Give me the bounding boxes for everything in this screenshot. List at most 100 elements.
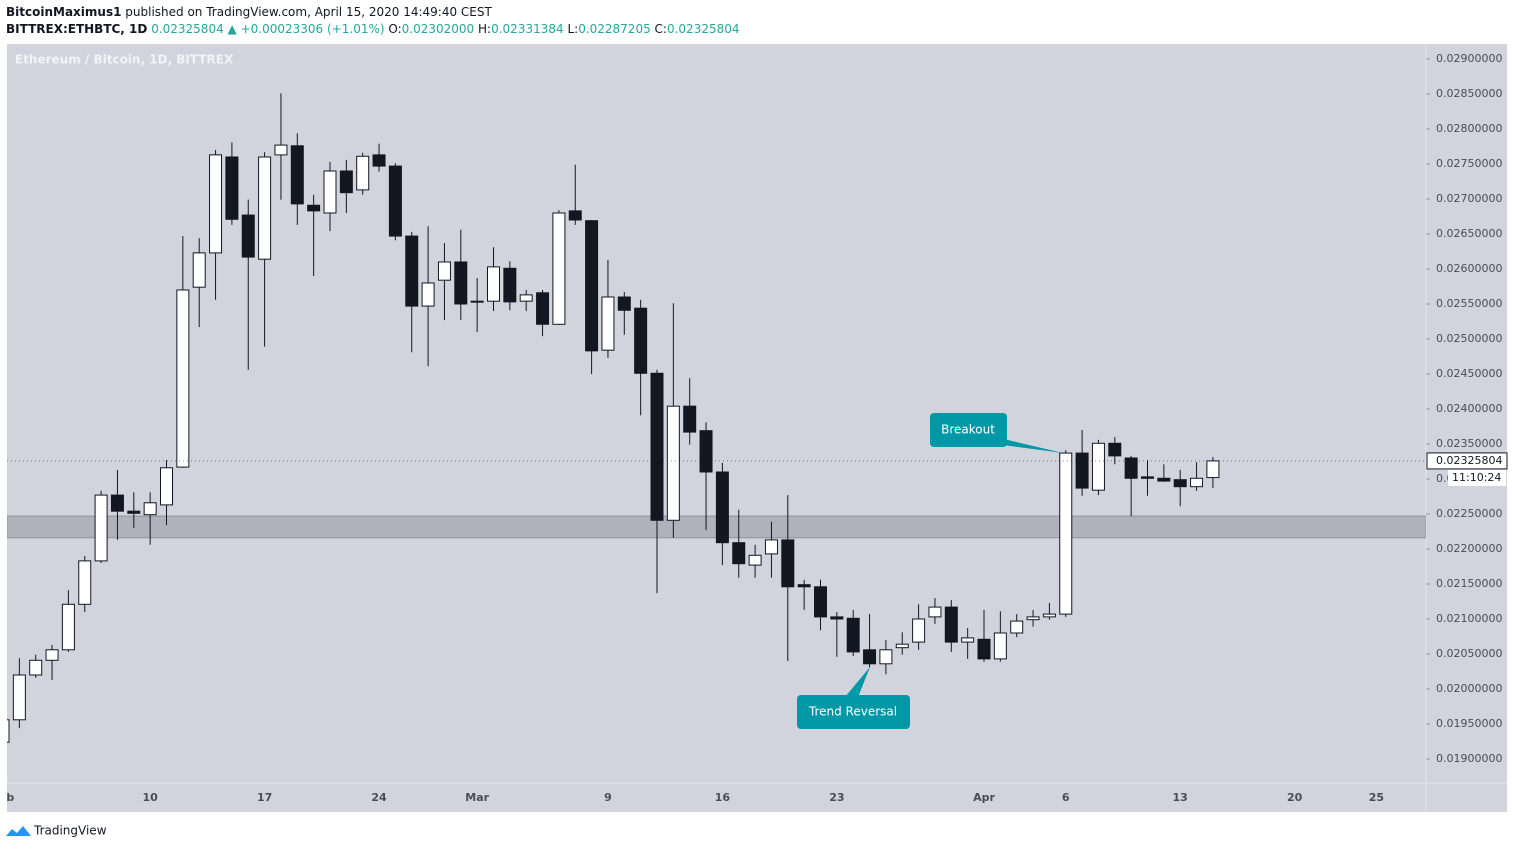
- y-tick-label: 0.02450000: [1436, 367, 1502, 380]
- candle-body: [503, 267, 517, 303]
- ohlc-key: C:: [654, 22, 667, 36]
- candle-body: [1124, 457, 1138, 479]
- candle-body: [895, 643, 909, 649]
- y-tick-label: 0.02900000: [1436, 52, 1502, 65]
- candle-body: [209, 154, 223, 254]
- candle-body: [650, 372, 664, 521]
- candle-body: [993, 632, 1007, 660]
- candle-body: [781, 539, 795, 588]
- annotation-text: Breakout: [941, 423, 995, 437]
- candle-body: [388, 165, 402, 237]
- candle-body: [863, 649, 877, 665]
- ohlc-key: O:: [388, 22, 402, 36]
- candle-body: [1010, 620, 1024, 634]
- y-tick-label: 0.02350000: [1436, 437, 1502, 450]
- y-tick-label: 0.02250000: [1436, 507, 1502, 520]
- candle-body: [29, 659, 43, 676]
- y-tick-label: 0.02850000: [1436, 87, 1502, 100]
- y-tick-label: 0.01950000: [1436, 717, 1502, 730]
- chart-background: [7, 44, 1507, 812]
- candle-body: [61, 603, 75, 651]
- x-tick-label: Feb: [0, 791, 14, 804]
- candle-body: [405, 235, 419, 307]
- candle-body: [552, 212, 566, 325]
- x-tick-label: 9: [604, 791, 612, 804]
- candle-body: [7, 719, 10, 743]
- candle-body: [1026, 616, 1040, 621]
- candle-body: [748, 554, 762, 566]
- published: published on TradingView.com, April 15, …: [125, 5, 492, 19]
- candle-body: [1206, 460, 1220, 479]
- y-tick-label: 0.02550000: [1436, 297, 1502, 310]
- candle-body: [274, 144, 288, 156]
- annotation-text: Trend Reversal: [808, 705, 897, 719]
- candle-body: [1059, 452, 1073, 615]
- candle-body: [176, 289, 190, 468]
- ohlc-value: 0.02331384: [491, 22, 564, 36]
- candle-body: [372, 154, 386, 167]
- author: BitcoinMaximus1: [6, 5, 122, 19]
- y-tick-label: 0.02150000: [1436, 577, 1502, 590]
- header: BitcoinMaximus1 published on TradingView…: [6, 4, 740, 38]
- y-tick-label: 0.02800000: [1436, 122, 1502, 135]
- candle-body: [421, 282, 435, 307]
- ohlc-value: 0.02325804: [666, 22, 740, 36]
- candle-body: [715, 471, 729, 544]
- y-tick-label: 0.02700000: [1436, 192, 1502, 205]
- candle-body: [45, 649, 59, 661]
- candle-body: [519, 294, 533, 302]
- x-tick-label: 25: [1369, 791, 1384, 804]
- y-tick-label: 0.02400000: [1436, 402, 1502, 415]
- header-line: BitcoinMaximus1 published on TradingView…: [6, 4, 740, 21]
- candle-body: [241, 214, 255, 258]
- x-tick-label: 16: [715, 791, 731, 804]
- candle-body: [339, 170, 353, 194]
- y-tick-label: 0.02000000: [1436, 682, 1502, 695]
- change: +0.00023306 (+1.01%): [240, 22, 385, 36]
- candle-body: [1108, 442, 1122, 457]
- y-tick-label: 0.02650000: [1436, 227, 1502, 240]
- annotation-pointer: [845, 667, 870, 697]
- candle-body: [814, 586, 827, 618]
- candle-body: [470, 300, 484, 303]
- candle-body: [846, 617, 860, 653]
- candle-body: [928, 606, 942, 618]
- up-icon: ▲: [227, 22, 237, 36]
- annotation-pointer: [995, 437, 1063, 453]
- candle-body: [1091, 442, 1105, 491]
- candle-body: [160, 467, 173, 506]
- candle-body: [1042, 613, 1056, 618]
- countdown-box: [1448, 469, 1506, 486]
- x-tick-label: Apr: [973, 791, 995, 804]
- candle-body: [94, 494, 108, 562]
- y-tick-label: 0.02100000: [1436, 612, 1502, 625]
- candle-body: [78, 560, 92, 605]
- y-tick-label: 0.01900000: [1436, 752, 1502, 765]
- x-tick-label: 13: [1173, 791, 1188, 804]
- candle-body: [290, 145, 304, 205]
- candle-body: [487, 266, 500, 302]
- candle-body: [585, 220, 599, 352]
- candle-body: [454, 261, 468, 305]
- candle-body: [356, 155, 370, 191]
- countdown: 11:10:24: [1452, 471, 1501, 484]
- candle-body: [1141, 476, 1154, 479]
- candle-body: [258, 156, 272, 260]
- price: 0.02325804: [151, 22, 224, 36]
- candle-body: [127, 510, 141, 514]
- candle-body: [12, 674, 26, 721]
- y-tick-label: 0.02750000: [1436, 157, 1502, 170]
- price-label-box: [1426, 452, 1508, 470]
- candle-body: [617, 296, 631, 311]
- x-tick-label: 10: [142, 791, 158, 804]
- candle-body: [830, 616, 844, 620]
- candle-body: [912, 618, 926, 643]
- candle-body: [1190, 477, 1204, 488]
- candle-body: [683, 405, 697, 433]
- candle-body: [568, 210, 582, 221]
- candle-body: [110, 494, 124, 512]
- x-tick-label: 24: [371, 791, 387, 804]
- symbol: BITTREX:ETHBTC, 1D: [6, 22, 148, 36]
